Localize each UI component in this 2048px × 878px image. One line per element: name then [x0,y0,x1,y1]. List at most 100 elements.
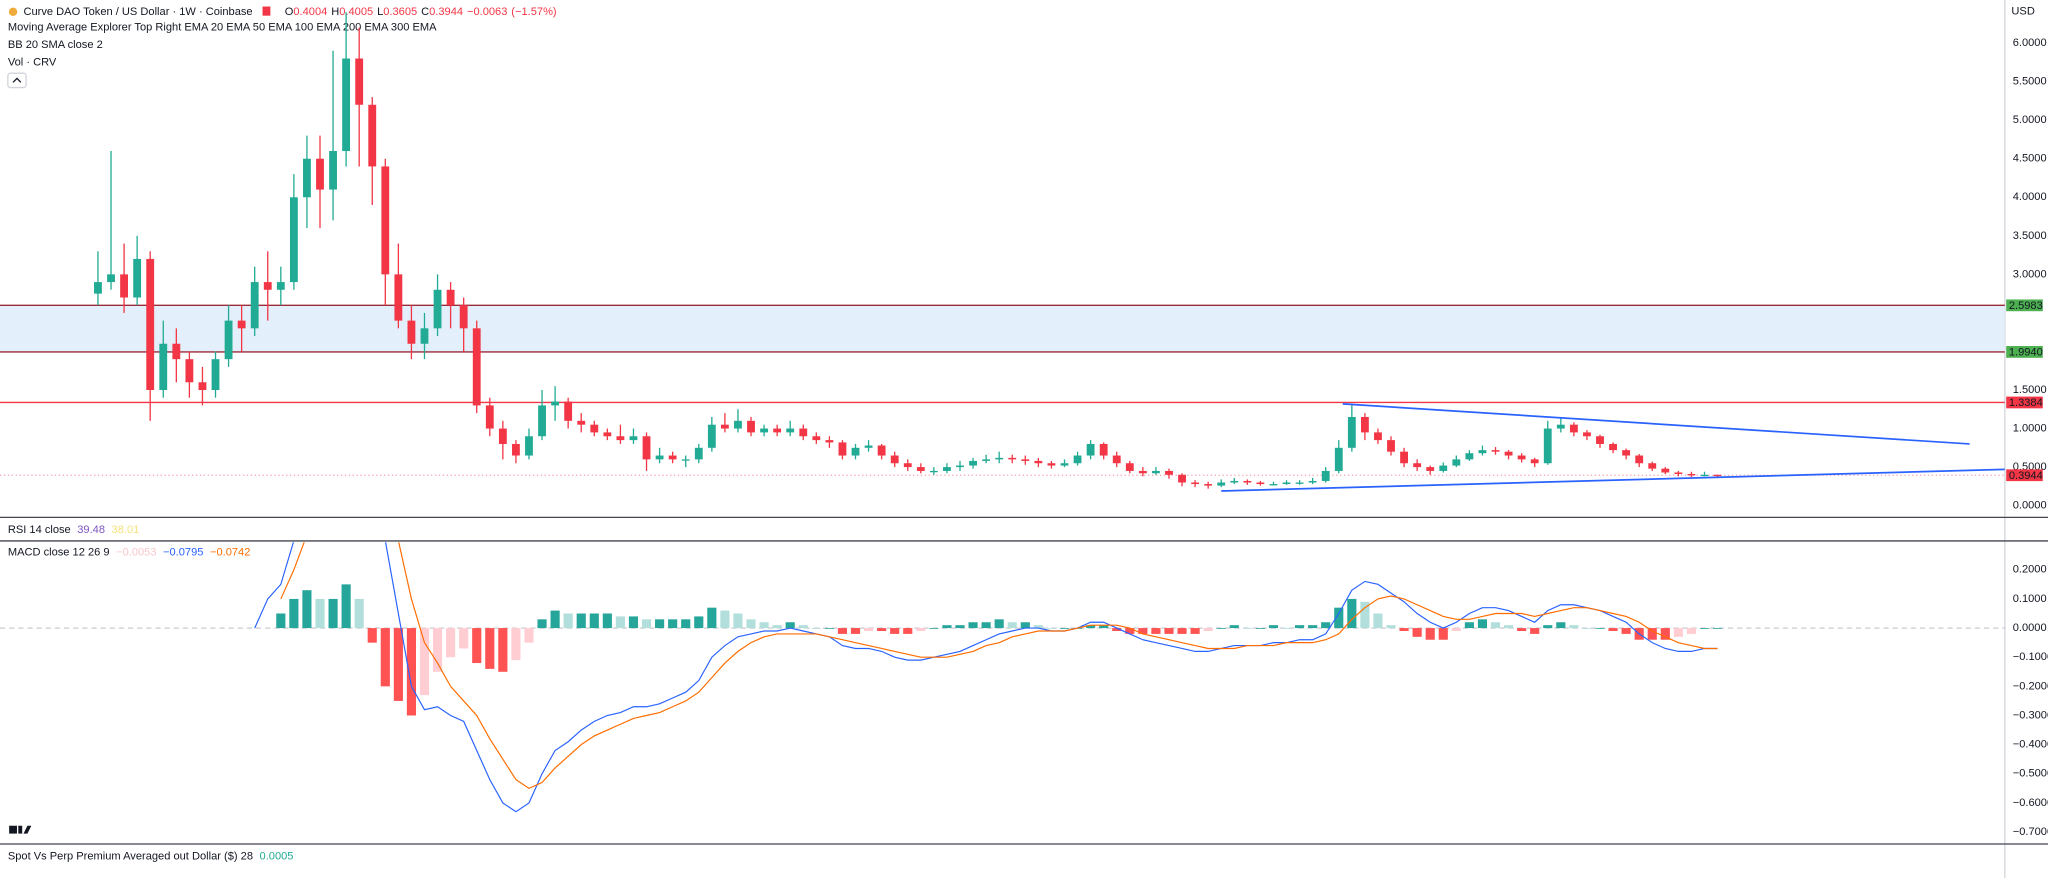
y-tick-label: 5.0000 [2013,114,2047,126]
ohlc-value: 0.4005 [339,6,373,18]
y-tick-label: 4.5000 [2013,153,2047,165]
histogram-bar [890,628,900,634]
candle-body [250,282,259,329]
histogram-bar [1033,625,1043,629]
histogram-bar [589,613,599,629]
candle-body [1648,463,1657,469]
zone-band [0,305,2005,352]
histogram-bar [1673,628,1683,637]
histogram-bar [942,625,952,629]
candle-body [1517,455,1526,460]
candle-body [1321,470,1330,481]
collapse-button[interactable] [7,72,27,89]
candle-body [851,447,860,456]
histogram-bar [1295,625,1305,629]
candle-body [786,428,795,433]
histogram-bar [511,628,521,661]
flag-icon[interactable] [262,6,271,16]
chart-title: Curve DAO Token / US Dollar · 1W · Coinb… [24,6,253,18]
histogram-bar [1203,628,1213,631]
histogram-bar [811,628,821,629]
candle-body [1347,416,1356,448]
candle-body [472,328,481,406]
histogram-bar [955,625,965,629]
candle-body [1452,459,1461,466]
candle-body [1400,451,1408,464]
candle-body [943,467,951,471]
candle-body [1543,428,1552,464]
candle-body [1687,474,1696,476]
tv-logo [9,825,32,834]
histogram-bar [1308,625,1318,629]
indicator-legend: BB 20 SMA close 2 [8,39,103,51]
ohlc-key: L [377,6,383,18]
currency-label: USD [2011,6,2034,18]
y-tick-label: 0.1000 [2013,593,2047,605]
indicator-value: 39.48 [77,524,105,536]
histogram-bar [1386,625,1396,629]
level-label-bg [2006,299,2043,312]
histogram-bar [1190,628,1200,634]
candle-body [1178,474,1186,483]
candle-body [603,432,612,437]
histogram-bar [302,590,312,629]
candle-body [446,289,455,306]
candle-body [237,320,246,329]
histogram-bar [1138,628,1148,634]
histogram-bar [864,628,874,631]
histogram-bar [1046,628,1056,629]
histogram-bar [1477,619,1488,629]
histogram-bar [1321,622,1331,629]
candle-body [1504,451,1513,456]
indicator-value: −0.0053 [116,547,156,559]
candle-body [1308,480,1317,483]
histogram-bar [1451,628,1461,631]
histogram-bar [628,616,639,629]
candle-body [890,455,899,464]
ohlc-key: H [331,6,339,18]
change-value: −0.0063 [467,6,507,18]
level-label: 1.9940 [2009,347,2043,359]
histogram-bar [1255,628,1265,629]
candle-body [773,428,782,433]
histogram-bar [289,598,299,629]
candle-body [1556,424,1565,429]
y-tick-label: 1.5000 [2013,384,2047,396]
histogram-bar [1425,628,1435,640]
candle-body [1530,459,1539,464]
macd-plot [254,542,1723,813]
candle-body [1583,432,1591,437]
histogram-bar [1281,628,1292,629]
y-tick-label: 0.0000 [2013,500,2047,512]
histogram-bar [1360,601,1370,629]
candle-body [864,445,873,448]
histogram-bar [746,619,756,629]
indicator-name: MACD close 12 26 9 [8,547,110,559]
candle-body [498,428,507,444]
y-tick-label: 4.0000 [2013,191,2047,203]
symbol-title: Curve DAO Token / US Dollar · 1W · Coinb… [24,6,253,18]
candle-body [198,382,207,391]
y-tick-label: 3.5000 [2013,230,2047,242]
candle-body [1700,474,1709,477]
histogram-bar [1504,625,1514,629]
candle-body [94,282,102,294]
ohlc-key: C [421,6,429,18]
histogram-bar [393,628,403,701]
y-tick-label: −0.3000 [2013,709,2048,721]
candle-body [355,58,364,105]
histogram-bar [1099,625,1109,629]
histogram-bar [406,628,416,716]
candle-body [747,420,755,433]
histogram-bar [1177,628,1187,634]
histogram-bar [681,619,691,629]
histogram-bar [354,598,364,629]
macd-line [280,542,1718,790]
candle-body [1439,465,1448,471]
histogram-bar [1020,622,1030,629]
candle-body [655,455,664,460]
histogram-bar [785,622,795,629]
candle-body [1060,463,1069,466]
candle-body [969,460,977,466]
